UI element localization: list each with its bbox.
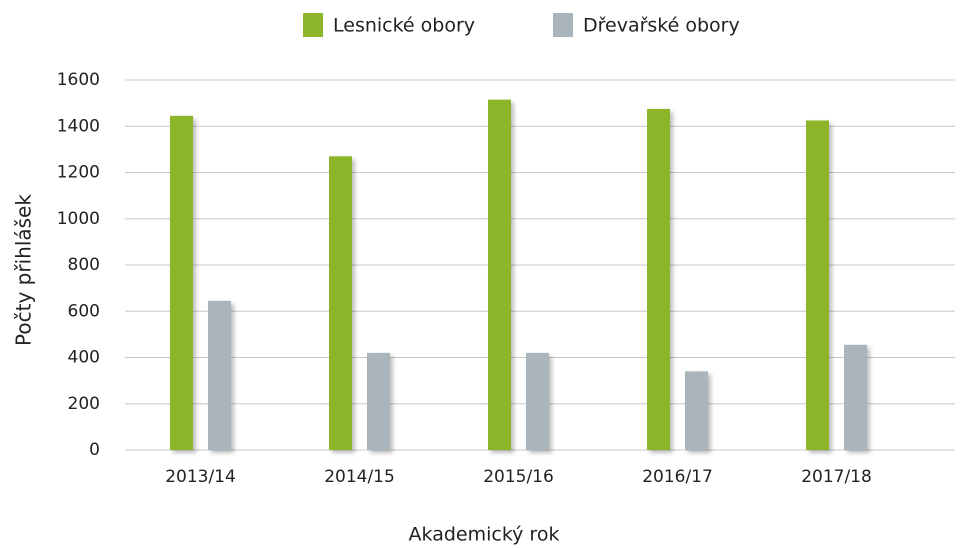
- x-tick-label: 2016/17: [642, 467, 713, 487]
- y-tick-label: 800: [68, 255, 100, 275]
- x-axis-label: Akademický rok: [409, 524, 560, 546]
- bar: [367, 352, 390, 450]
- legend-label: Lesnické obory: [333, 15, 475, 37]
- bar: [806, 120, 829, 450]
- y-tick-label: 1600: [57, 70, 100, 90]
- bar: [208, 300, 231, 450]
- legend-label: Dřevařské obory: [583, 15, 740, 37]
- bar: [844, 344, 867, 450]
- y-tick-label: 1200: [57, 163, 100, 183]
- y-axis-label: Počty přihlášek: [12, 194, 36, 346]
- x-tick-label: 2017/18: [801, 467, 872, 487]
- y-tick-label: 0: [89, 440, 100, 460]
- bar: [647, 108, 670, 450]
- legend-swatch: [553, 13, 573, 37]
- bar: [526, 352, 549, 450]
- y-tick-label: 600: [68, 301, 100, 321]
- y-tick-label: 1000: [57, 209, 100, 229]
- x-tick-label: 2015/16: [483, 467, 554, 487]
- bar: [488, 99, 511, 450]
- x-tick-label: 2014/15: [324, 467, 395, 487]
- legend-swatch: [303, 13, 323, 37]
- x-tick-label: 2013/14: [165, 467, 236, 487]
- bar: [329, 156, 352, 450]
- bar: [170, 115, 193, 450]
- y-tick-label: 1400: [57, 116, 100, 136]
- bar: [685, 371, 708, 450]
- y-tick-label: 200: [68, 394, 100, 414]
- y-tick-label: 400: [68, 348, 100, 368]
